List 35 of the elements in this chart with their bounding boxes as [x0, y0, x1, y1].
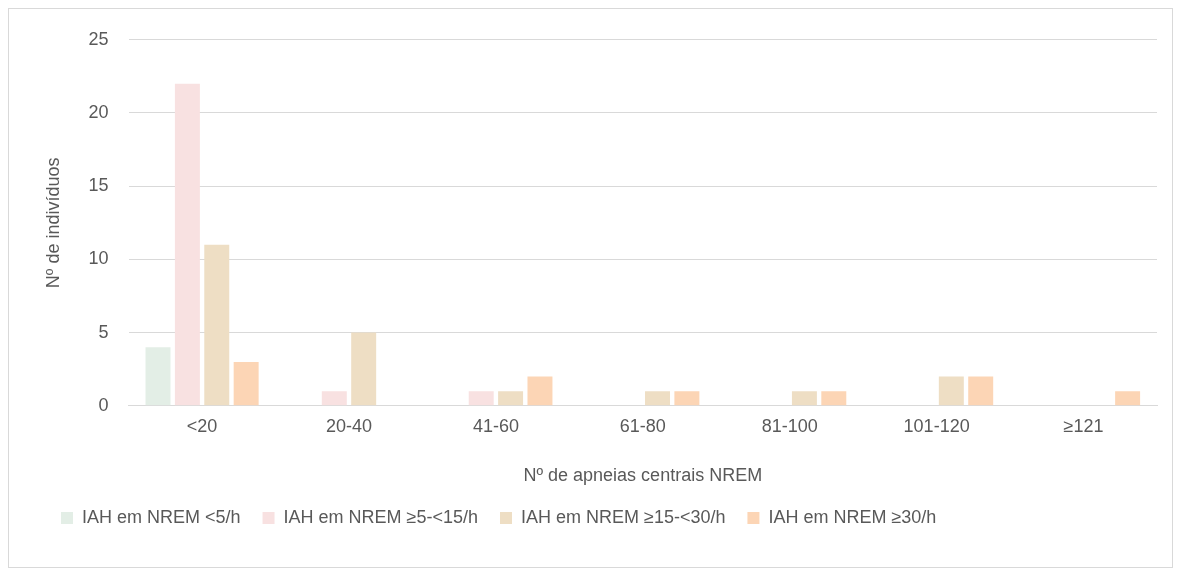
bar: [321, 391, 347, 406]
y-axis-title: Nº de indivíduos: [42, 157, 63, 289]
y-tick-label: 15: [88, 175, 109, 196]
x-tick-label: 81-100: [761, 415, 818, 436]
bar: [145, 347, 171, 406]
bar: [468, 391, 494, 406]
x-axis-title: Nº de apneias centrais NREM: [523, 465, 763, 486]
x-tick-label: 101-120: [903, 415, 970, 436]
x-tick-label: 61-80: [619, 415, 666, 436]
bar: [938, 376, 964, 406]
bar: [821, 391, 847, 406]
y-tick-label: 0: [98, 394, 109, 415]
y-tick-label: 20: [88, 101, 109, 122]
bar: [233, 361, 259, 406]
legend-label: IAH em NREM <5/h: [82, 506, 241, 527]
legend-label: IAH em NREM ≥30/h: [768, 506, 937, 527]
x-tick-label: 41-60: [472, 415, 519, 436]
bar: [791, 391, 817, 406]
x-tick-label: ≥121: [1063, 415, 1104, 436]
y-tick-label: 10: [88, 248, 109, 269]
y-tick-label: 25: [88, 28, 109, 49]
bar: [527, 376, 553, 406]
bar: [674, 391, 700, 406]
bar: [351, 332, 377, 406]
bar: [204, 244, 230, 406]
x-tick-label: <20: [186, 415, 218, 436]
y-tick-label: 5: [98, 321, 109, 342]
legend-label: IAH em NREM ≥5-<15/h: [283, 506, 478, 527]
x-tick-label: 20-40: [325, 415, 373, 436]
bar: [645, 391, 670, 406]
legend-label: IAH em NREM ≥15-<30/h: [520, 506, 726, 527]
bar: [174, 83, 200, 406]
bar: [968, 376, 994, 406]
bar: [1115, 391, 1141, 406]
bar: [498, 391, 524, 406]
